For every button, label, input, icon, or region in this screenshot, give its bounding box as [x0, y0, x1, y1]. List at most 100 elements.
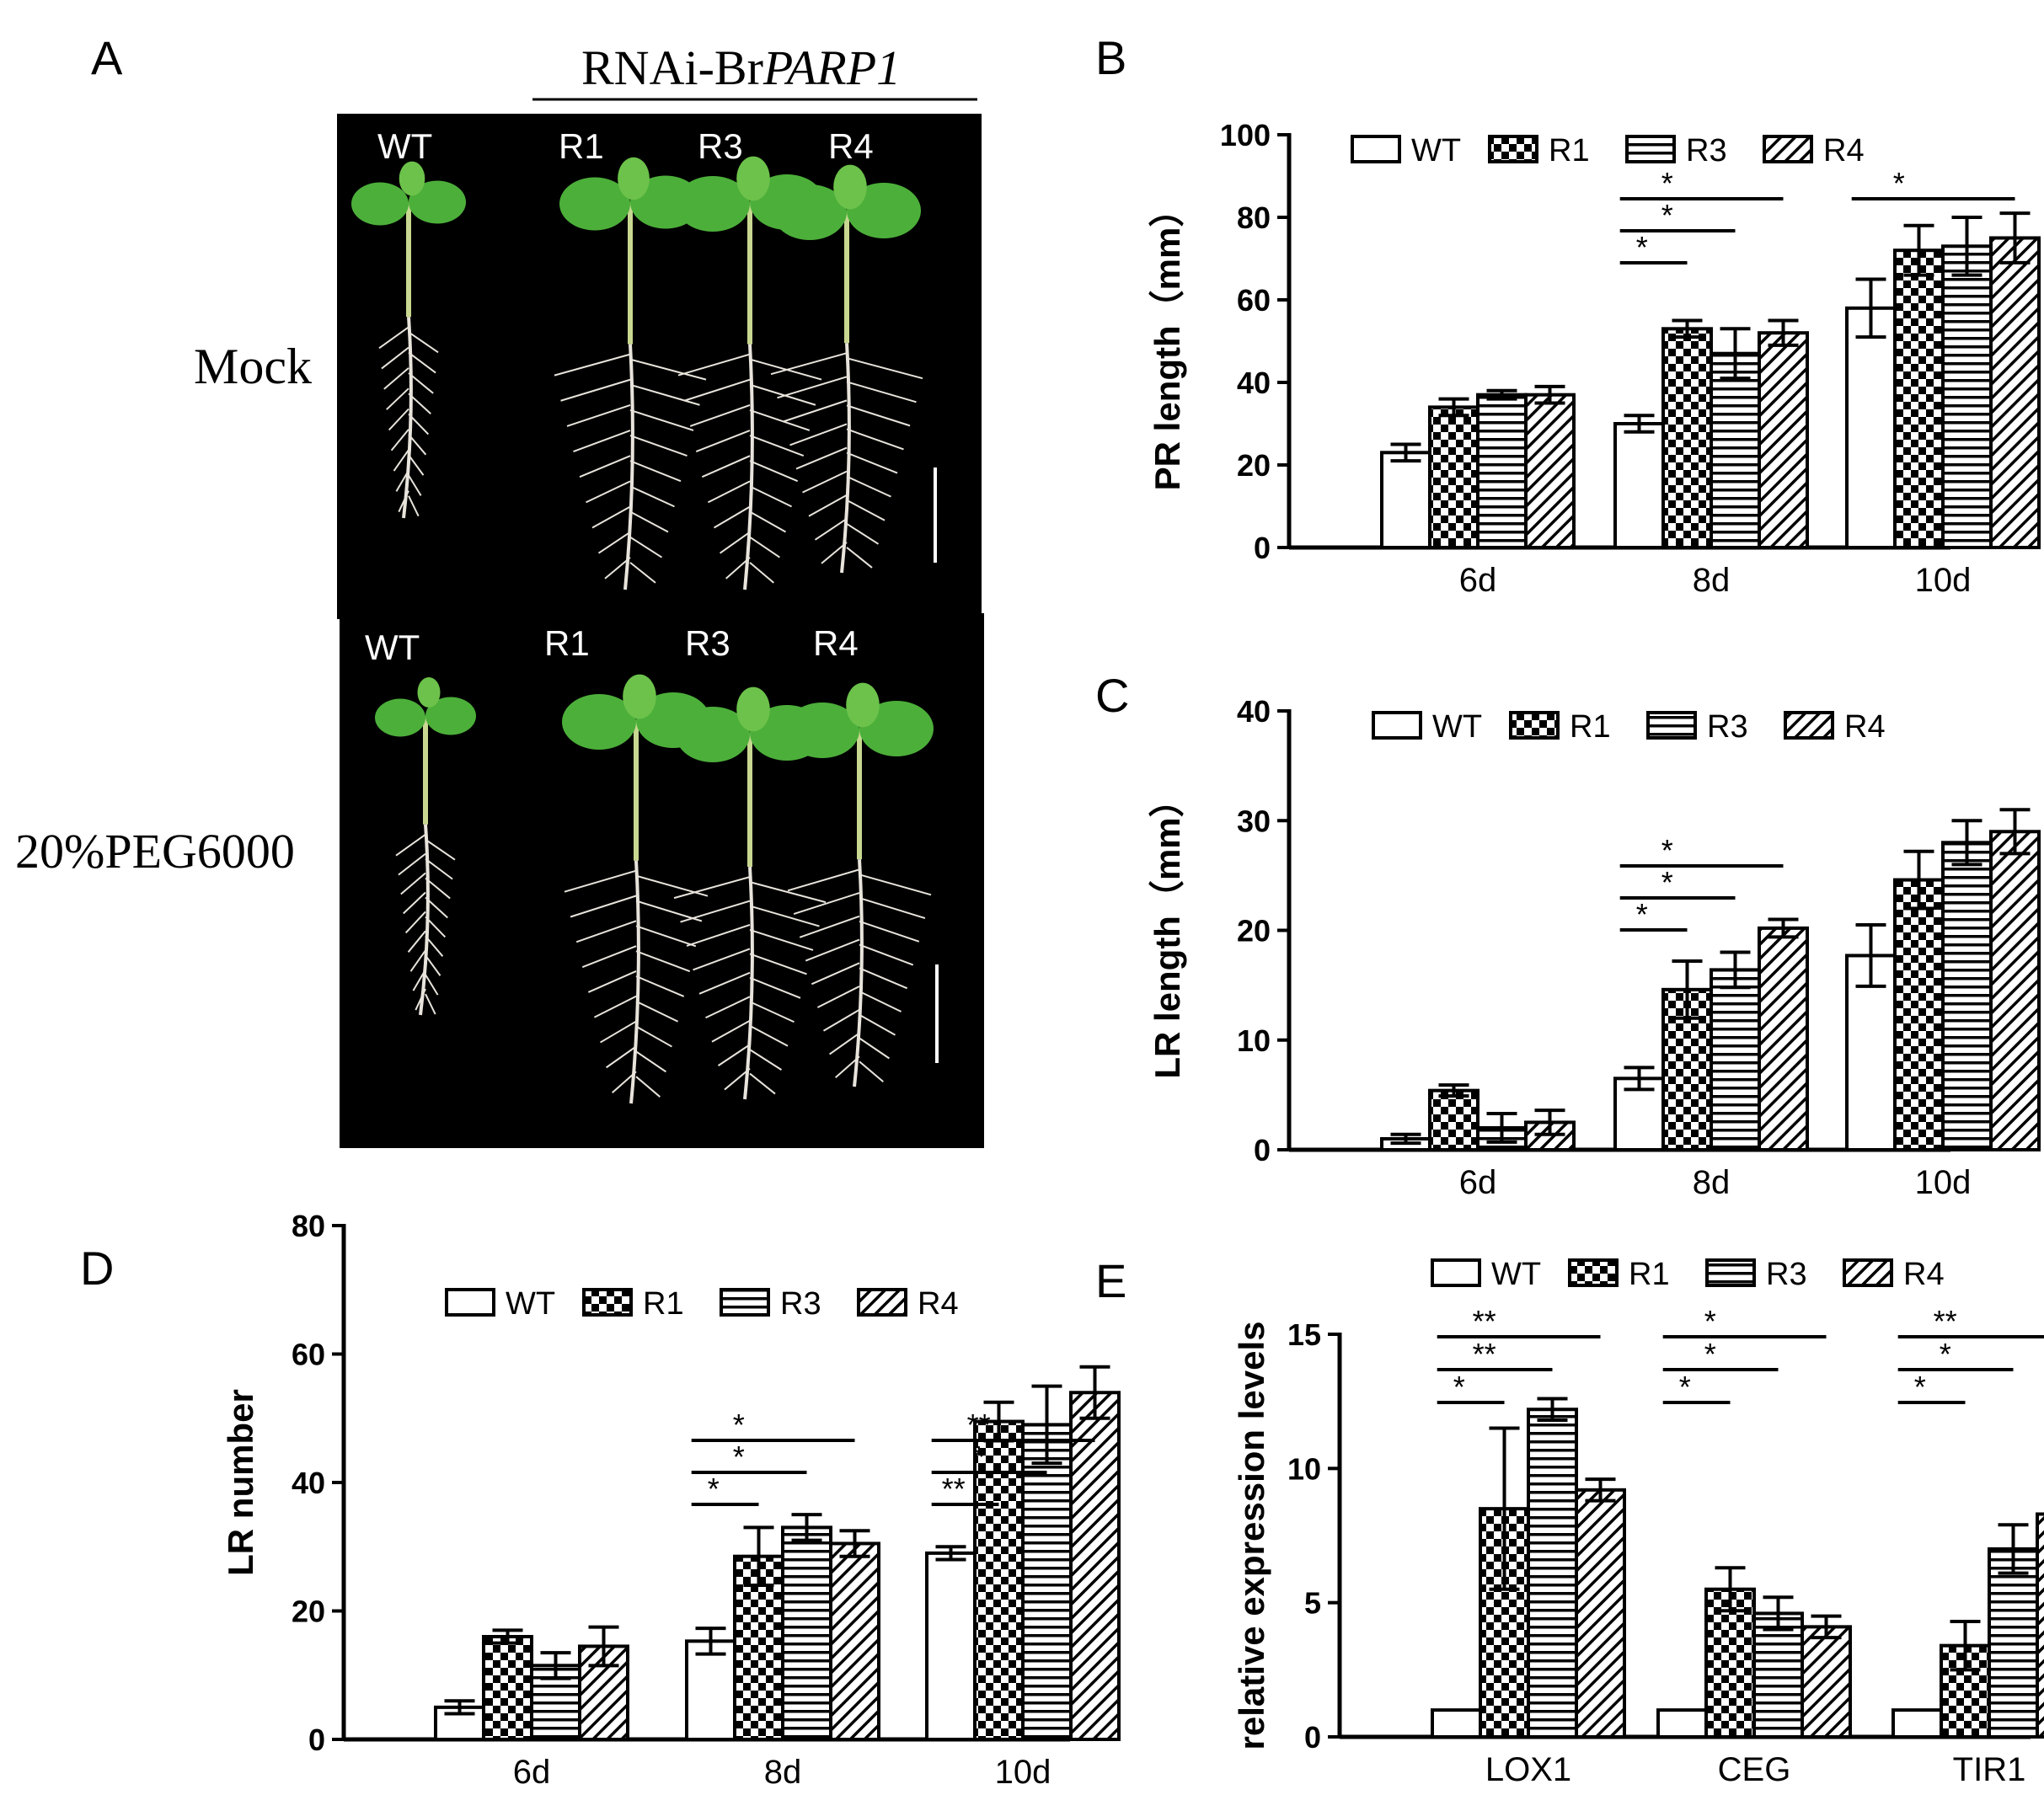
significance-label: *	[1453, 1370, 1465, 1404]
significance-label: *	[1636, 897, 1648, 932]
error-bar	[444, 1699, 475, 1716]
y-tick-label: 100	[1220, 118, 1271, 152]
plant-label: WT	[365, 628, 420, 667]
error-bar	[1951, 819, 1982, 867]
error-bar	[1715, 1566, 1746, 1613]
legend-label-wt: WT	[1491, 1257, 1541, 1292]
bar-r1-6d	[1428, 405, 1479, 549]
y-axis-label: LR number	[221, 1389, 260, 1576]
rnai-header-gene: PARP1	[762, 40, 901, 95]
significance-label: *	[1636, 230, 1648, 264]
bar-r4-8d	[1758, 331, 1809, 550]
significance-label: *	[1661, 833, 1673, 868]
error-bar	[695, 1627, 726, 1656]
y-tick-label: 40	[1237, 694, 1271, 729]
legend-label-r3: R3	[1707, 709, 1748, 745]
bar-r4-8d	[1758, 926, 1809, 1152]
legend-swatch-r1	[1568, 1258, 1619, 1287]
legend-label-r3: R3	[780, 1286, 821, 1322]
bar-r4-6d	[1524, 393, 1576, 550]
plant-label: R3	[698, 126, 743, 166]
error-bar	[1438, 1083, 1469, 1098]
legend-label-wt: WT	[1432, 709, 1482, 745]
bar-wt-ceg	[1656, 1708, 1708, 1739]
error-bar	[1438, 397, 1469, 418]
legend-swatch-wt	[1431, 1258, 1481, 1287]
error-bar	[1672, 318, 1703, 339]
y-tick-label: 0	[308, 1723, 325, 1757]
legend-label-r4: R4	[1903, 1257, 1945, 1292]
x-tick-label: TIR1	[1953, 1751, 2026, 1788]
legend-label-r4: R4	[1844, 709, 1886, 745]
error-bar	[1585, 1477, 1616, 1503]
plant-label: WT	[377, 126, 432, 166]
panel-letter: E	[1095, 1254, 1126, 1307]
bar-r3-8d	[1710, 351, 1761, 550]
x-tick-label: 6d	[1459, 562, 1497, 599]
error-bar	[1903, 849, 1934, 911]
bar-r1-10d	[1893, 248, 1945, 549]
legend-label-wt: WT	[506, 1286, 555, 1322]
bar-r4-lox1	[1575, 1488, 1626, 1739]
x-tick-label: 8d	[764, 1754, 802, 1791]
error-bar	[1720, 327, 1751, 381]
significance-label: *	[1914, 1370, 1926, 1404]
legend-swatch-r1	[1509, 711, 1560, 740]
legend-swatch-r3	[1705, 1258, 1756, 1287]
legend-label-r1: R1	[643, 1286, 684, 1322]
error-bar	[1624, 1066, 1655, 1092]
y-tick-label: 10	[1237, 1023, 1271, 1058]
error-bar	[1486, 1112, 1517, 1144]
legend-swatch-r4	[1843, 1258, 1893, 1287]
bar-r3-lox1	[1527, 1408, 1578, 1739]
panel-e-chart: E 0 5 10 15 relative expression levels LOX1 CEG…	[1095, 1254, 2044, 1788]
x-tick-label: LOX1	[1485, 1751, 1571, 1788]
x-tick-label: 10d	[1915, 1164, 1972, 1201]
row-label-peg: 20%PEG6000	[15, 824, 295, 879]
legend-label-r4: R4	[918, 1286, 959, 1322]
error-bar	[1672, 959, 1703, 1020]
x-tick-label: 8d	[1693, 1164, 1731, 1201]
significance-label: *	[1679, 1370, 1691, 1404]
bar-wt-6d	[1380, 451, 1431, 549]
bar-r3-10d	[1941, 841, 1993, 1151]
y-tick-label: 5	[1304, 1586, 1321, 1621]
error-bar	[1950, 1619, 1981, 1672]
bar-r1-8d	[1661, 327, 1713, 549]
legend-swatch-r3	[1625, 135, 1676, 163]
error-bar	[1031, 1384, 1062, 1466]
bar-r4-ceg	[1801, 1625, 1852, 1739]
bar-wt-lox1	[1431, 1708, 1482, 1739]
error-bar	[1537, 1397, 1568, 1422]
y-tick-label: 80	[292, 1209, 325, 1243]
error-bar	[1489, 1426, 1520, 1591]
plant-label: R4	[813, 623, 859, 663]
plant-label: R4	[828, 126, 874, 166]
y-tick-label: 60	[292, 1338, 325, 1372]
panel-letter: C	[1095, 669, 1129, 722]
x-tick-label: 6d	[1459, 1164, 1497, 1201]
error-bar	[1720, 950, 1751, 990]
legend-swatch-wt	[1351, 135, 1401, 163]
y-tick-label: 20	[292, 1595, 325, 1629]
x-tick-label: 8d	[1693, 562, 1731, 599]
legend-label-r1: R1	[1549, 133, 1590, 168]
error-bar	[1855, 922, 1886, 988]
bar-r4-8d	[829, 1541, 880, 1741]
seedlings	[351, 156, 934, 1104]
error-bar	[588, 1625, 619, 1668]
error-bar	[839, 1529, 870, 1558]
error-bar	[1998, 1523, 2029, 1575]
y-tick-label: 20	[1237, 448, 1271, 483]
bar-r1-10d	[973, 1419, 1025, 1741]
legend-swatch-r4	[1763, 135, 1813, 163]
significance-label: *	[1893, 166, 1905, 200]
error-bar	[743, 1525, 774, 1587]
significance-label: **	[967, 1408, 991, 1442]
seedling	[375, 677, 476, 1016]
x-tick-label: CEG	[1718, 1751, 1791, 1788]
y-tick-label: 60	[1237, 283, 1271, 318]
bar-r4-10d	[1989, 236, 2041, 549]
y-tick-label: 40	[1237, 366, 1271, 400]
x-tick-label: 10d	[995, 1754, 1051, 1791]
